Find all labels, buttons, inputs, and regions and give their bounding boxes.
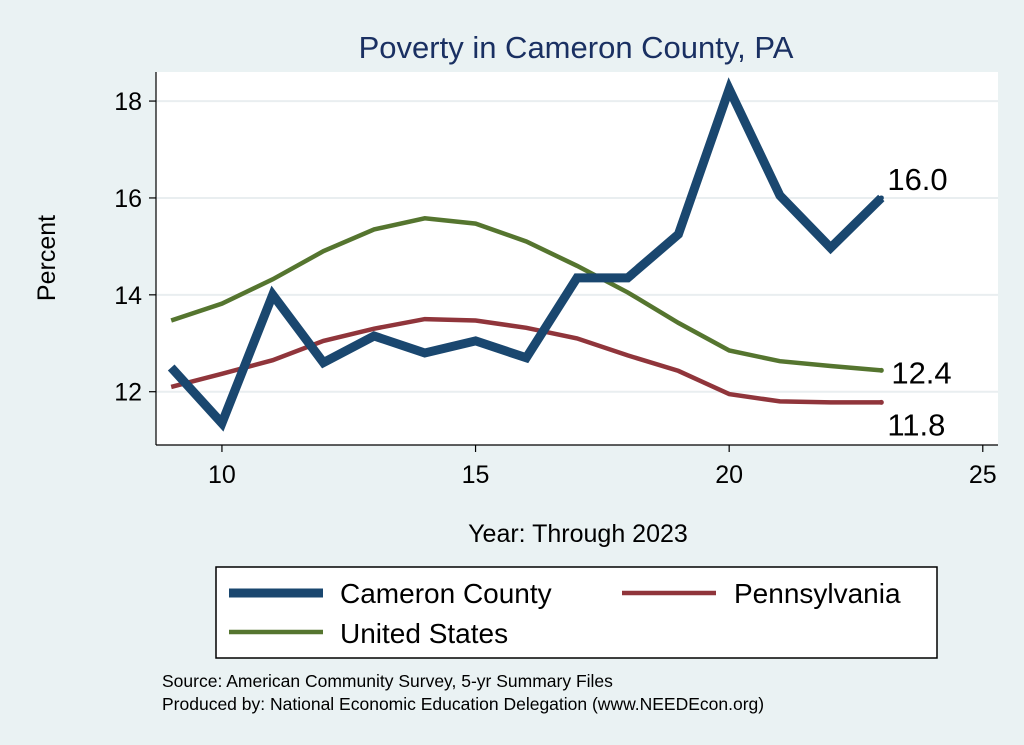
legend: Cameron County Pennsylvania United State…: [215, 566, 938, 659]
produced-by-note: Produced by: National Economic Education…: [162, 694, 764, 714]
legend-label-united-states: United States: [340, 618, 508, 649]
end-labels: 16.0 11.8 12.4: [878, 162, 952, 442]
end-marker: [878, 195, 884, 201]
series-line-united-states: [170, 216, 882, 373]
legend-label-cameron-county: Cameron County: [340, 578, 552, 609]
y-tick-label: 12: [114, 379, 142, 407]
y-tick-label: 16: [114, 185, 142, 213]
x-axis-label: Year: Through 2023: [468, 520, 688, 548]
y-axis-label: Percent: [33, 215, 61, 301]
series-line-pennsylvania: [170, 316, 882, 405]
grid-lines: [156, 100, 998, 393]
end-value-label: 11.8: [887, 407, 945, 442]
y-tick-label: 18: [114, 88, 142, 116]
y-tick-label: 14: [114, 282, 142, 310]
legend-box: [215, 566, 938, 659]
series-lines: [167, 77, 885, 432]
plot-area: [156, 72, 998, 445]
chart-title: Poverty in Cameron County, PA: [359, 30, 794, 65]
legend-label-pennsylvania: Pennsylvania: [734, 578, 901, 609]
axes: 12 14 16 18 10 15 20 25: [114, 72, 998, 489]
x-tick-label: 10: [208, 461, 236, 489]
end-marker: [878, 399, 884, 405]
source-note: Source: American Community Survey, 5-yr …: [162, 671, 613, 691]
end-marker: [878, 367, 884, 373]
x-tick-label: 25: [969, 461, 997, 489]
x-tick-label: 15: [462, 461, 490, 489]
x-tick-label: 20: [715, 461, 743, 489]
series-line-cameron-county: [167, 77, 885, 432]
end-value-label: 12.4: [891, 355, 951, 390]
end-value-label: 16.0: [887, 162, 947, 197]
